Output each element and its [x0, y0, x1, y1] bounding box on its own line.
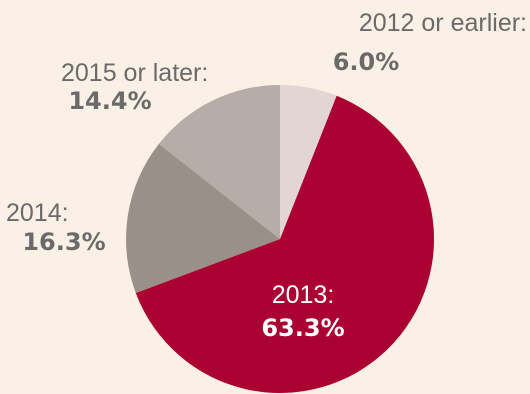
pie-slice-2013: [135, 95, 434, 393]
slice-value-2014: 16.3%: [22, 228, 105, 256]
pie-slice-2012-or-earlier: [280, 85, 337, 239]
pie-slice-2015-or-later: [158, 85, 280, 239]
slice-label-2013: 2013:: [272, 281, 335, 309]
slice-label-2015-or-later: 2015 or later:: [61, 59, 208, 87]
slice-label-2012-or-earlier: 2012 or earlier:: [359, 9, 527, 37]
slice-value-2015-or-later: 14.4%: [68, 87, 151, 115]
pie-labels: 2012 or earlier: 6.0% 2015 or later: 14.…: [6, 9, 527, 342]
pie-slices: [125, 85, 434, 393]
pie-slice-2014: [125, 143, 280, 293]
slice-label-2014: 2014:: [6, 199, 69, 227]
slice-value-2012-or-earlier: 6.0%: [333, 48, 400, 76]
slice-value-2013: 63.3%: [261, 314, 344, 342]
